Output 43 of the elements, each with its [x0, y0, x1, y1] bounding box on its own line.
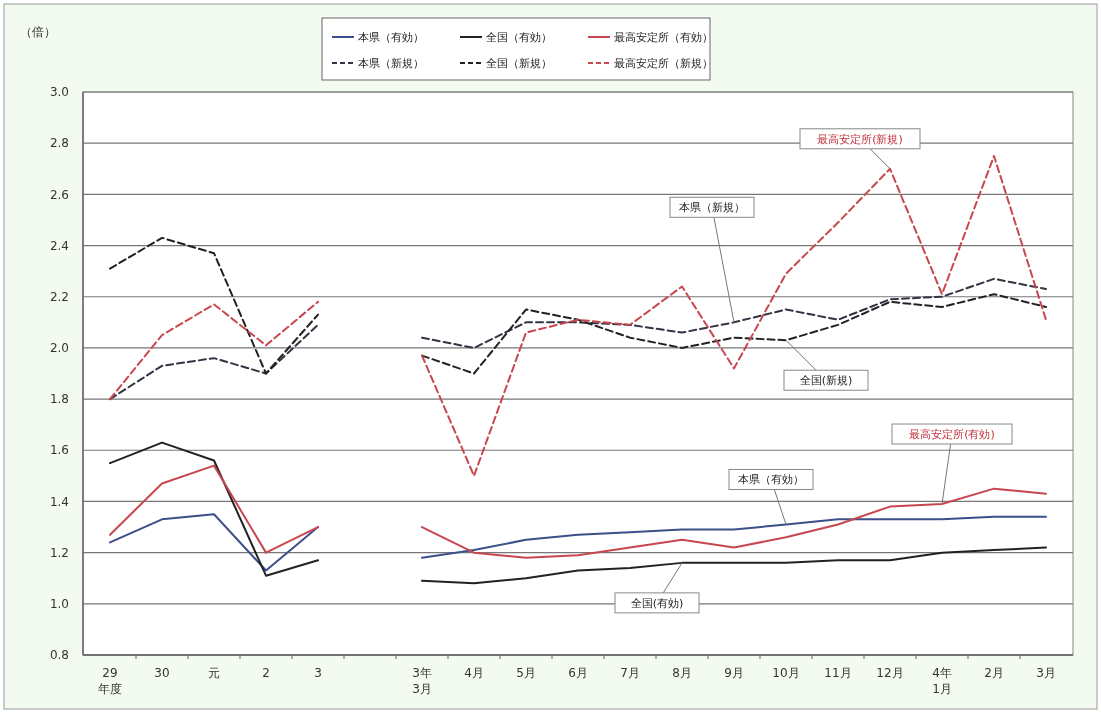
y-axis-title: （倍） [20, 25, 56, 39]
x-tick-label: 9月 [724, 666, 744, 680]
annotation: 全国(新規) [799, 374, 853, 388]
x-tick-label: 12月 [876, 666, 904, 680]
y-tick-label: 2.0 [49, 341, 69, 356]
legend-label: 最高安定所（新規） [614, 56, 713, 69]
y-tick-label: 1.8 [49, 392, 69, 407]
x-tick-label: 7月 [620, 666, 640, 680]
x-tick-label: 6月 [568, 666, 588, 680]
x-tick-label: 2月 [984, 666, 1004, 680]
legend-label: 全国（有効） [486, 30, 552, 43]
y-tick-label: 2.6 [49, 187, 69, 202]
annotation: 最高安定所(新規) [817, 132, 903, 146]
legend-label: 全国（新規） [486, 56, 552, 69]
x-tick-label: 3月 [1036, 666, 1056, 680]
x-tick-label: 5月 [516, 666, 536, 680]
y-tick-label: 0.8 [49, 648, 69, 663]
legend-label: 本県（有効） [358, 30, 424, 43]
y-tick-label: 2.4 [49, 238, 69, 253]
x-tick-label: 4月 [464, 666, 484, 680]
legend-label: 最高安定所（有効） [614, 30, 713, 43]
annotation: 最高安定所(有効) [909, 427, 995, 441]
x-tick-label: 3 [314, 666, 322, 680]
x-tick-label: 3年 3月 [412, 666, 432, 696]
x-tick-label: 2 [262, 666, 270, 680]
y-tick-label: 2.2 [49, 289, 69, 304]
x-tick-label: 29 年度 [98, 666, 122, 696]
annotation: 本県（新規） [679, 201, 745, 215]
x-tick-label: 30 [154, 666, 170, 680]
legend-label: 本県（新規） [358, 56, 424, 69]
y-tick-label: 3.0 [49, 85, 69, 100]
annotation: 本県（有効） [738, 473, 804, 487]
y-tick-label: 1.2 [49, 545, 69, 560]
x-tick-label: 11月 [824, 666, 852, 680]
x-tick-label: 元 [208, 666, 220, 680]
y-tick-label: 1.0 [49, 597, 69, 612]
y-tick-label: 2.8 [49, 136, 69, 151]
x-tick-label: 4年 1月 [932, 666, 952, 696]
x-tick-label: 10月 [772, 666, 800, 680]
y-tick-label: 1.4 [49, 494, 69, 509]
x-tick-label: 8月 [672, 666, 692, 680]
annotation: 全国(有効) [630, 596, 684, 610]
y-tick-label: 1.6 [49, 443, 69, 458]
